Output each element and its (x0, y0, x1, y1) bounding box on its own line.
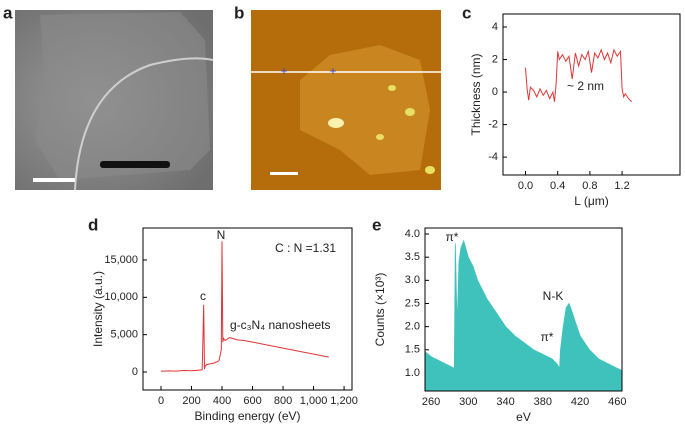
annotation: ~ 2 nm (567, 79, 604, 93)
tem-image (15, 10, 214, 191)
x-tick-label: 0.0 (518, 180, 533, 192)
y-tick-label: 15,000 (104, 254, 138, 266)
y-tick-label: -2 (488, 118, 498, 130)
x-tick-label: 800 (274, 395, 292, 407)
annotation: c (200, 289, 206, 303)
x-tick-label: 460 (608, 396, 626, 408)
panel-label: c (462, 3, 471, 22)
x-tick-label: 380 (534, 396, 552, 408)
y-tick-label: 3.0 (405, 274, 420, 286)
annotation: π* (541, 330, 554, 344)
annotation: N (217, 228, 226, 242)
x-tick-label: 0.4 (550, 180, 565, 192)
x-tick-label: 300 (459, 396, 477, 408)
plot-frame (502, 13, 681, 176)
x-tick-label: 200 (182, 395, 200, 407)
y-tick-label: 10,000 (104, 291, 138, 303)
x-tick-label: 400 (213, 395, 231, 407)
svg-text:+: + (280, 64, 287, 78)
panel-label: b (234, 3, 244, 22)
y-tick-label: 1.5 (405, 344, 420, 356)
x-axis-label: L (μm) (574, 194, 608, 208)
y-axis-label: Thickness (nm) (469, 53, 483, 135)
x-tick-label: 260 (422, 396, 440, 408)
y-tick-label: 5,000 (110, 329, 138, 341)
y-tick-label: 2.5 (405, 297, 420, 309)
plot-frame (142, 227, 353, 391)
panel-label: a (3, 3, 13, 22)
annotation: g-c₃N₄ nanosheets (230, 318, 331, 332)
x-tick-label: 420 (571, 396, 589, 408)
panel-label: e (372, 215, 381, 234)
line (160, 241, 329, 372)
line (525, 48, 633, 103)
panel-label: d (88, 215, 98, 234)
x-axis-label: eV (516, 410, 531, 424)
y-tick-label: 2.0 (405, 321, 420, 333)
y-tick-label: 1.0 (405, 367, 420, 379)
x-axis-label: Binding energy (eV) (194, 409, 300, 423)
y-axis-label: Counts (×10³) (373, 273, 387, 347)
afm-image: + + (251, 10, 441, 190)
x-tick-label: 0.8 (582, 180, 597, 192)
y-tick-label: 0 (492, 86, 498, 98)
annotation: π* (446, 230, 459, 244)
y-tick-label: 3.5 (405, 251, 420, 263)
y-tick-label: 4.0 (405, 228, 420, 240)
y-tick-label: -4 (488, 151, 498, 163)
x-tick-label: 1.2 (614, 180, 629, 192)
y-tick-label: 0 (132, 366, 138, 378)
x-tick-label: 600 (243, 395, 261, 407)
svg-text:+: + (329, 64, 336, 78)
y-tick-label: 2 (492, 53, 498, 65)
annotation: C : N =1.31 (275, 241, 336, 255)
y-axis-label: Intensity (a.u.) (91, 271, 105, 347)
annotation: N-K (543, 289, 564, 303)
x-tick-label: 0 (158, 395, 164, 407)
y-tick-label: 4 (492, 21, 498, 33)
area (425, 239, 623, 392)
x-tick-label: 1,000 (300, 395, 328, 407)
x-tick-label: 1,200 (330, 395, 358, 407)
x-tick-label: 340 (496, 396, 514, 408)
plot-frame (424, 227, 623, 392)
